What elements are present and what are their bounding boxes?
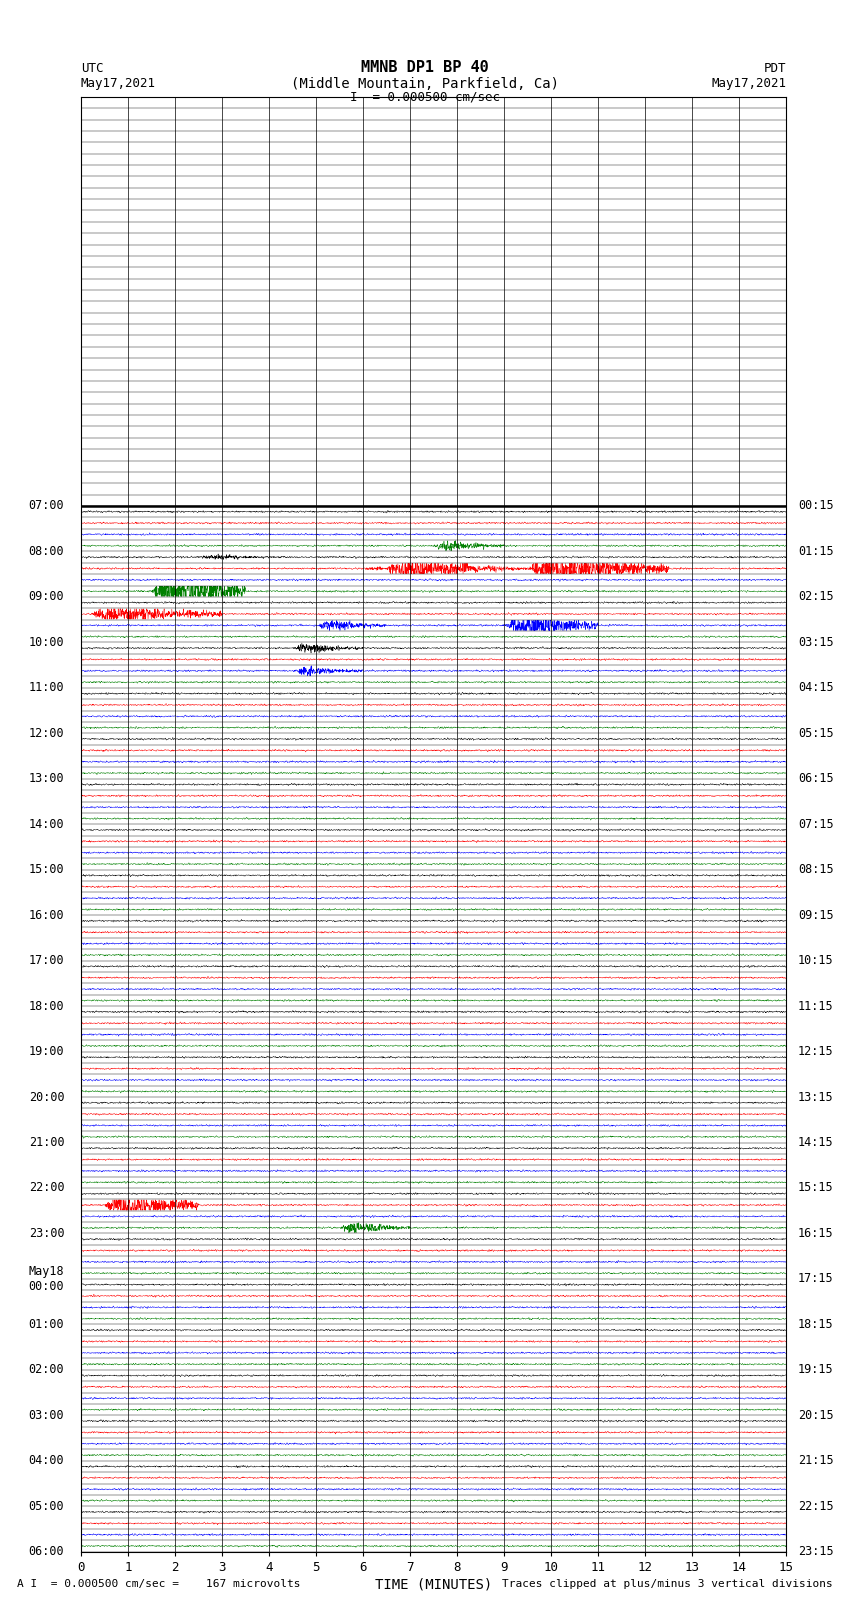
- Text: 15:00: 15:00: [29, 863, 65, 876]
- Text: 21:00: 21:00: [29, 1136, 65, 1148]
- Text: 19:00: 19:00: [29, 1045, 65, 1058]
- Text: 18:00: 18:00: [29, 1000, 65, 1013]
- Text: 17:15: 17:15: [798, 1273, 834, 1286]
- X-axis label: TIME (MINUTES): TIME (MINUTES): [375, 1578, 492, 1592]
- Text: 07:00: 07:00: [29, 500, 65, 513]
- Text: 20:15: 20:15: [798, 1408, 834, 1421]
- Text: 20:00: 20:00: [29, 1090, 65, 1103]
- Text: 22:15: 22:15: [798, 1500, 834, 1513]
- Text: 04:15: 04:15: [798, 681, 834, 694]
- Text: 16:15: 16:15: [798, 1227, 834, 1240]
- Text: I  = 0.000500 cm/sec: I = 0.000500 cm/sec: [350, 90, 500, 103]
- Text: MMNB DP1 BP 40: MMNB DP1 BP 40: [361, 60, 489, 76]
- Text: 00:15: 00:15: [798, 500, 834, 513]
- Text: 04:00: 04:00: [29, 1455, 65, 1468]
- Text: A I  = 0.000500 cm/sec =    167 microvolts: A I = 0.000500 cm/sec = 167 microvolts: [17, 1579, 301, 1589]
- Text: 08:00: 08:00: [29, 545, 65, 558]
- Text: May17,2021: May17,2021: [81, 76, 156, 90]
- Text: 09:00: 09:00: [29, 590, 65, 603]
- Text: PDT: PDT: [764, 61, 786, 76]
- Text: 03:00: 03:00: [29, 1408, 65, 1421]
- Text: UTC: UTC: [81, 61, 103, 76]
- Text: 21:15: 21:15: [798, 1455, 834, 1468]
- Text: 07:15: 07:15: [798, 818, 834, 831]
- Text: 15:15: 15:15: [798, 1181, 834, 1195]
- Text: 12:15: 12:15: [798, 1045, 834, 1058]
- Text: 10:15: 10:15: [798, 955, 834, 968]
- Text: Traces clipped at plus/minus 3 vertical divisions: Traces clipped at plus/minus 3 vertical …: [502, 1579, 833, 1589]
- Text: 11:00: 11:00: [29, 681, 65, 694]
- Text: 10:00: 10:00: [29, 636, 65, 648]
- Text: 06:15: 06:15: [798, 773, 834, 786]
- Text: 05:15: 05:15: [798, 727, 834, 740]
- Text: 09:15: 09:15: [798, 908, 834, 921]
- Text: 17:00: 17:00: [29, 955, 65, 968]
- Text: 01:15: 01:15: [798, 545, 834, 558]
- Text: 05:00: 05:00: [29, 1500, 65, 1513]
- Text: (Middle Mountain, Parkfield, Ca): (Middle Mountain, Parkfield, Ca): [291, 77, 559, 90]
- Text: 22:00: 22:00: [29, 1181, 65, 1195]
- Text: 23:00: 23:00: [29, 1227, 65, 1240]
- Text: 12:00: 12:00: [29, 727, 65, 740]
- Text: May18
00:00: May18 00:00: [29, 1265, 65, 1294]
- Text: 13:00: 13:00: [29, 773, 65, 786]
- Text: 01:00: 01:00: [29, 1318, 65, 1331]
- Text: 02:15: 02:15: [798, 590, 834, 603]
- Text: 14:00: 14:00: [29, 818, 65, 831]
- Text: 14:15: 14:15: [798, 1136, 834, 1148]
- Text: 18:15: 18:15: [798, 1318, 834, 1331]
- Text: 11:15: 11:15: [798, 1000, 834, 1013]
- Text: 08:15: 08:15: [798, 863, 834, 876]
- Text: 13:15: 13:15: [798, 1090, 834, 1103]
- Text: 19:15: 19:15: [798, 1363, 834, 1376]
- Text: 16:00: 16:00: [29, 908, 65, 921]
- Text: May17,2021: May17,2021: [711, 76, 786, 90]
- Text: 03:15: 03:15: [798, 636, 834, 648]
- Text: 02:00: 02:00: [29, 1363, 65, 1376]
- Text: 06:00: 06:00: [29, 1545, 65, 1558]
- Text: 23:15: 23:15: [798, 1545, 834, 1558]
